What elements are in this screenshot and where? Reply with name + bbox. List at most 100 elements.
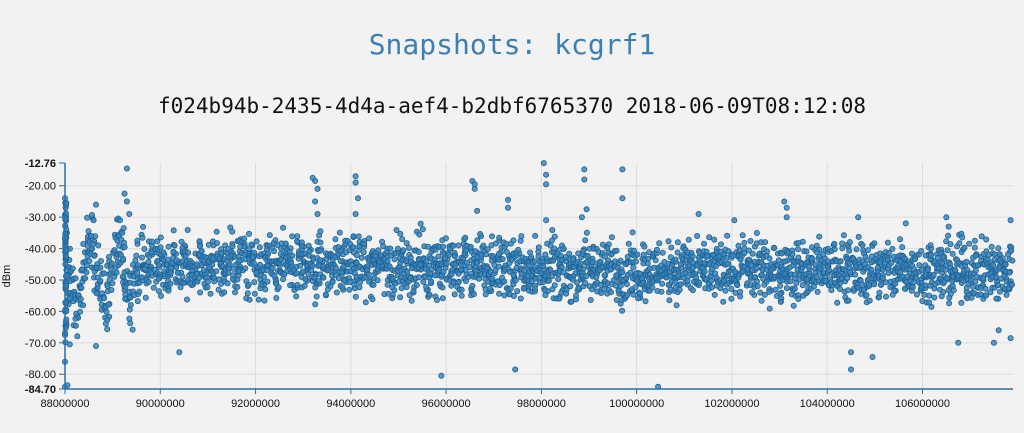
data-point <box>1009 257 1016 264</box>
data-point <box>492 267 499 274</box>
data-point <box>204 284 211 291</box>
data-point <box>860 268 867 275</box>
data-point <box>724 232 731 239</box>
data-point <box>913 275 920 282</box>
data-point <box>566 250 573 257</box>
data-point <box>718 241 725 248</box>
data-point <box>678 261 685 268</box>
data-point <box>966 240 973 247</box>
data-point <box>332 264 339 271</box>
data-point <box>164 256 171 263</box>
data-point <box>624 292 631 299</box>
data-point <box>157 292 164 299</box>
data-point <box>996 288 1003 295</box>
data-point <box>352 173 359 180</box>
data-point <box>631 247 638 254</box>
data-point <box>1002 261 1009 268</box>
data-point <box>728 285 735 292</box>
data-point <box>82 275 89 282</box>
data-point <box>99 290 106 297</box>
data-point <box>583 206 590 213</box>
data-point <box>69 265 76 272</box>
y-tick-label: -80.00 <box>25 369 56 381</box>
data-point <box>665 238 672 245</box>
data-point <box>399 236 406 243</box>
data-point <box>507 285 514 292</box>
data-point <box>489 275 496 282</box>
data-point <box>845 297 852 304</box>
y-axis: -20.00 -30.00 -40.00 -50.00 -60.00 -70.00 -80.… <box>25 158 66 396</box>
data-point <box>245 281 252 288</box>
data-point <box>389 284 396 291</box>
data-point <box>556 295 563 302</box>
data-point <box>63 282 70 289</box>
data-point <box>885 249 892 256</box>
data-point <box>787 278 794 285</box>
data-point <box>298 239 305 246</box>
data-point <box>574 279 581 286</box>
data-point <box>72 275 79 282</box>
data-point <box>101 295 108 302</box>
data-point <box>438 372 445 379</box>
data-point <box>108 260 115 267</box>
scatter-chart: -20.00 -30.00 -40.00 -50.00 -60.00 -70.00 -80.… <box>1 158 1016 410</box>
data-point <box>837 285 844 292</box>
data-point <box>255 296 262 303</box>
data-point <box>685 236 692 243</box>
data-point <box>924 266 931 273</box>
data-point <box>909 284 916 291</box>
data-point <box>577 260 584 267</box>
data-point <box>1007 335 1014 342</box>
data-point <box>825 267 832 274</box>
x-tick-label: 106000000 <box>895 398 950 410</box>
data-point <box>315 277 322 284</box>
data-point <box>256 244 263 251</box>
data-point <box>644 260 651 267</box>
data-point <box>853 246 860 253</box>
data-point <box>333 289 340 296</box>
data-point <box>582 237 589 244</box>
data-point <box>734 282 741 289</box>
data-point <box>132 257 139 264</box>
data-point <box>517 237 524 244</box>
data-point <box>400 247 407 254</box>
data-point <box>322 291 329 298</box>
data-point <box>241 235 248 242</box>
data-point <box>567 283 574 290</box>
data-point <box>185 249 192 256</box>
data-point <box>963 258 970 265</box>
data-point <box>869 353 876 360</box>
data-point <box>709 284 716 291</box>
x-tick-label: 102000000 <box>704 398 759 410</box>
data-point <box>165 287 172 294</box>
data-point <box>504 196 511 203</box>
data-point <box>510 237 517 244</box>
data-point <box>369 296 376 303</box>
data-point <box>926 292 933 299</box>
data-point <box>179 244 186 251</box>
data-point <box>931 281 938 288</box>
data-point <box>560 245 567 252</box>
data-point <box>397 294 404 301</box>
data-point <box>251 290 258 297</box>
data-point <box>282 240 289 247</box>
data-point <box>256 261 263 268</box>
data-point <box>630 291 637 298</box>
x-tick-label: 94000000 <box>326 398 375 410</box>
data-point <box>294 281 301 288</box>
data-point <box>783 214 790 221</box>
data-point <box>215 286 222 293</box>
data-point <box>641 243 648 250</box>
data-point <box>551 282 558 289</box>
data-point <box>417 220 424 227</box>
data-point <box>352 179 359 186</box>
data-point <box>619 269 626 276</box>
data-point <box>104 326 111 333</box>
data-point <box>945 232 952 239</box>
data-point <box>72 315 79 322</box>
data-point <box>445 251 452 258</box>
data-point <box>892 280 899 287</box>
data-point <box>891 287 898 294</box>
data-point <box>619 307 626 314</box>
data-point <box>160 249 167 256</box>
